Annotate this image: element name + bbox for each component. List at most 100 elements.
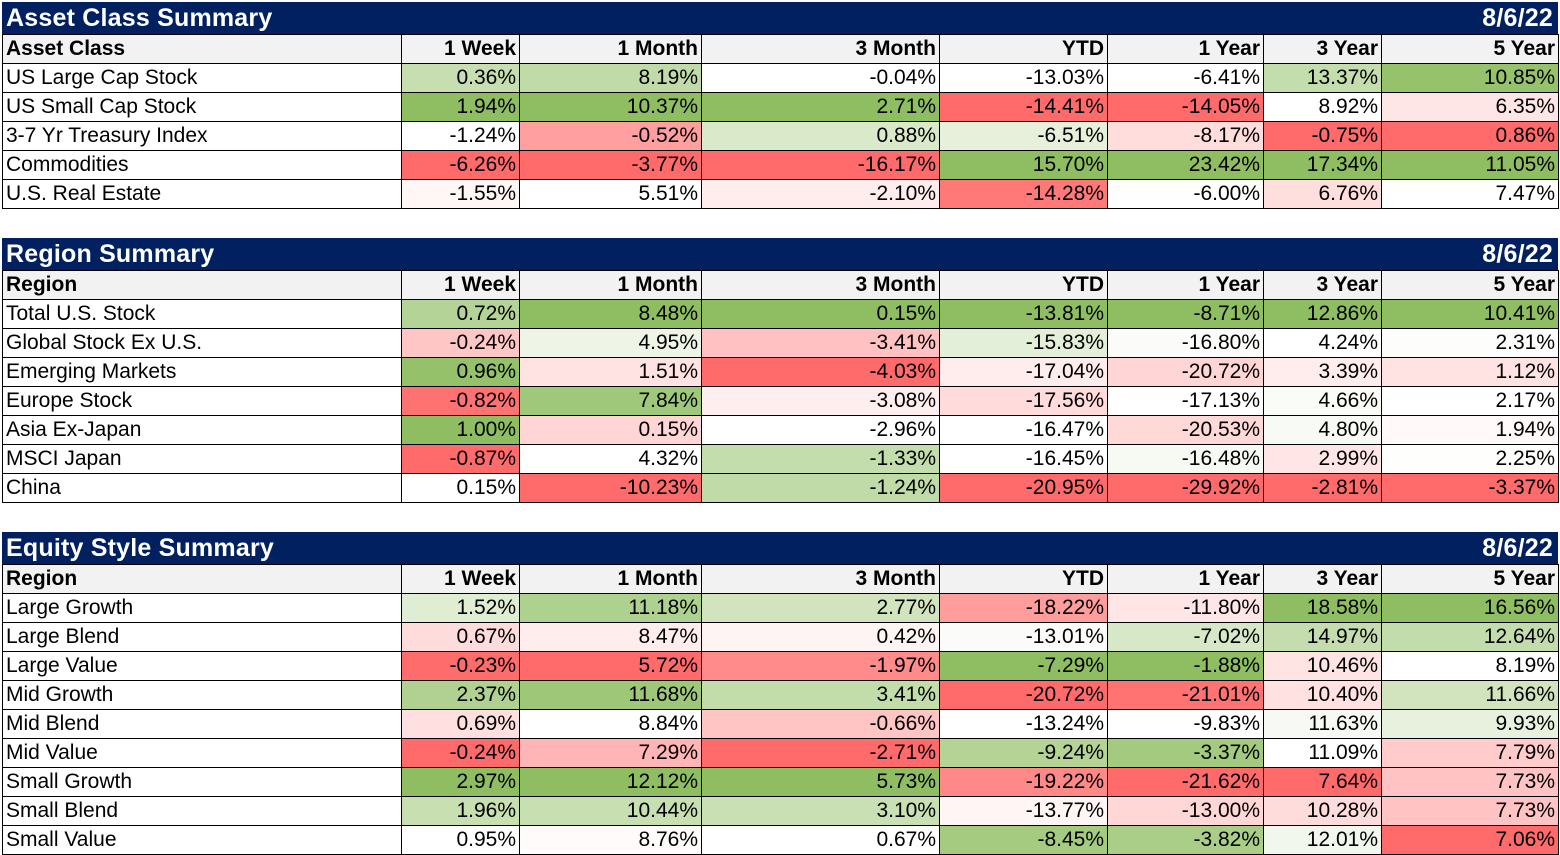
value-cell: 6.76% [1263,179,1382,209]
value-cell: 7.79% [1381,738,1559,768]
value-cell: 0.15% [701,299,940,329]
table-row: Small Blend 1.96% 10.44% 3.10% -13.77% -13.00… [2,796,1559,826]
value-cell: 8.19% [519,63,702,93]
value-cell: 4.24% [1263,328,1382,358]
value-cell: 0.67% [701,825,940,855]
header-row: Region 1 Week 1 Month 3 Month YTD 1 Year 3 Yea… [2,270,1559,300]
value-cell: -16.80% [1107,328,1264,358]
value-cell: -3.77% [519,150,702,180]
value-cell: 10.46% [1263,651,1382,681]
table-row: Large Growth 1.52% 11.18% 2.77% -18.22% -11.8… [2,593,1559,623]
value-cell: -3.41% [701,328,940,358]
value-cell: -0.75% [1263,121,1382,151]
value-cell: -2.96% [701,415,940,445]
value-cell: 11.63% [1263,709,1382,739]
value-cell: -6.51% [939,121,1108,151]
asset-class-table: Asset Class 1 Week 1 Month 3 Month YTD 1 Year… [2,34,1559,209]
equity-style-table: Region 1 Week 1 Month 3 Month YTD 1 Year 3 Yea… [2,564,1559,855]
value-cell: 0.95% [401,825,520,855]
section-date: 8/6/22 [1482,3,1553,32]
value-cell: 9.93% [1381,709,1559,739]
value-cell: -13.00% [1107,796,1264,826]
section-date: 8/6/22 [1482,533,1553,562]
value-cell: 2.99% [1263,444,1382,474]
value-cell: 12.12% [519,767,702,797]
value-cell: 0.72% [401,299,520,329]
section-title: Region Summary [6,239,215,268]
value-cell: 12.86% [1263,299,1382,329]
value-cell: -6.26% [401,150,520,180]
value-cell: 8.76% [519,825,702,855]
row-label: Large Value [2,651,402,681]
value-cell: -20.72% [1107,357,1264,387]
row-label: 3-7 Yr Treasury Index [2,121,402,151]
section-title: Asset Class Summary [6,3,273,32]
value-cell: -13.81% [939,299,1108,329]
column-header: 1 Week [401,564,520,594]
value-cell: 0.96% [401,357,520,387]
row-label: Asia Ex-Japan [2,415,402,445]
section-header: Asset Class Summary 8/6/22 [2,2,1558,34]
value-cell: -0.23% [401,651,520,681]
row-label: Large Blend [2,622,402,652]
column-header: 1 Month [519,564,702,594]
value-cell: 0.15% [401,473,520,503]
value-cell: 17.34% [1263,150,1382,180]
table-row: Large Value -0.23% 5.72% -1.97% -7.29% -1.88%… [2,651,1559,681]
table-row: U.S. Real Estate -1.55% 5.51% -2.10% -14.28%… [2,179,1559,209]
value-cell: 16.56% [1381,593,1559,623]
value-cell: 8.48% [519,299,702,329]
value-cell: 2.17% [1381,386,1559,416]
table-row: Commodities -6.26% -3.77% -16.17% 15.70% 23.4… [2,150,1559,180]
value-cell: -0.82% [401,386,520,416]
value-cell: 1.52% [401,593,520,623]
value-cell: 8.84% [519,709,702,739]
value-cell: 10.44% [519,796,702,826]
row-label: Large Growth [2,593,402,623]
table-row: 3-7 Yr Treasury Index -1.24% -0.52% 0.88% -6… [2,121,1559,151]
value-cell: 23.42% [1107,150,1264,180]
value-cell: -29.92% [1107,473,1264,503]
row-label: US Large Cap Stock [2,63,402,93]
table-row: US Small Cap Stock 1.94% 10.37% 2.71% -14.41… [2,92,1559,122]
value-cell: 13.37% [1263,63,1382,93]
table-row: Small Growth 2.97% 12.12% 5.73% -19.22% -21.6… [2,767,1559,797]
table-row: Small Value 0.95% 8.76% 0.67% -8.45% -3.82% 12… [2,825,1559,855]
value-cell: -16.47% [939,415,1108,445]
value-cell: 14.97% [1263,622,1382,652]
value-cell: -13.01% [939,622,1108,652]
value-cell: 8.92% [1263,92,1382,122]
table-row: China 0.15% -10.23% -1.24% -20.95% -29.92% -2.… [2,473,1559,503]
value-cell: 7.47% [1381,179,1559,209]
row-label: China [2,473,402,503]
value-cell: 5.51% [519,179,702,209]
value-cell: 10.37% [519,92,702,122]
value-cell: 11.09% [1263,738,1382,768]
region-table: Region 1 Week 1 Month 3 Month YTD 1 Year 3 Yea… [2,270,1559,503]
column-header: YTD [939,564,1108,594]
value-cell: 0.42% [701,622,940,652]
value-cell: 0.69% [401,709,520,739]
value-cell: -1.24% [401,121,520,151]
column-header: YTD [939,34,1108,64]
value-cell: 5.72% [519,651,702,681]
value-cell: -13.24% [939,709,1108,739]
value-cell: -0.66% [701,709,940,739]
value-cell: -21.62% [1107,767,1264,797]
value-cell: -0.24% [401,328,520,358]
value-cell: -8.45% [939,825,1108,855]
column-header: 5 Year [1381,270,1559,300]
value-cell: -17.56% [939,386,1108,416]
value-cell: 1.94% [401,92,520,122]
section-title: Equity Style Summary [6,533,274,562]
table-row: Emerging Markets 0.96% 1.51% -4.03% -17.04% -… [2,357,1559,387]
row-label: Total U.S. Stock [2,299,402,329]
value-cell: -0.24% [401,738,520,768]
header-row: Asset Class 1 Week 1 Month 3 Month YTD 1 Year… [2,34,1559,64]
value-cell: 1.00% [401,415,520,445]
value-cell: 6.35% [1381,92,1559,122]
value-cell: -20.53% [1107,415,1264,445]
column-header: 1 Month [519,34,702,64]
column-header: 3 Month [701,564,940,594]
column-header: 1 Week [401,34,520,64]
